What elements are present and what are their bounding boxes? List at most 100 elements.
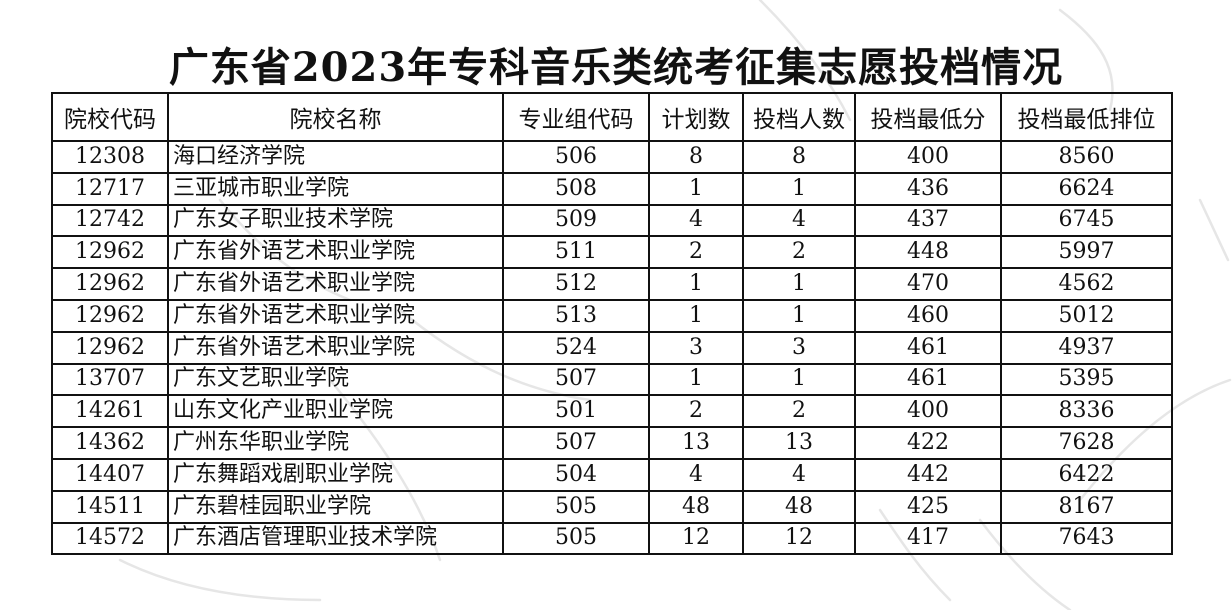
school-name: 三亚城市职业学院 <box>167 171 504 206</box>
col-header-admitted-count: 投档人数 <box>742 92 856 142</box>
col-header-school-code: 院校代码 <box>51 92 169 142</box>
min-rank: 6624 <box>1000 171 1173 206</box>
admitted-count: 2 <box>742 235 856 270</box>
admitted-count: 12 <box>742 521 856 556</box>
min-score: 425 <box>854 489 1002 524</box>
admitted-count: 4 <box>742 203 856 238</box>
min-score: 470 <box>854 267 1002 301</box>
plan-count: 4 <box>648 203 744 238</box>
school-name: 广东省外语艺术职业学院 <box>167 235 504 270</box>
school-code: 14362 <box>51 426 169 460</box>
school-name: 广东碧桂园职业学院 <box>167 489 504 524</box>
plan-count: 2 <box>648 235 744 270</box>
plan-count: 12 <box>648 521 744 556</box>
table-row: 12308 海口经济学院 506 8 8 400 8560 <box>51 140 1173 174</box>
min-rank: 8336 <box>1000 394 1173 429</box>
group-code: 507 <box>502 362 650 397</box>
group-code: 506 <box>502 140 650 174</box>
min-score: 400 <box>854 394 1002 429</box>
admitted-count: 8 <box>742 140 856 174</box>
admitted-count: 2 <box>742 394 856 429</box>
min-rank: 7628 <box>1000 426 1173 460</box>
school-code: 12962 <box>51 267 169 301</box>
school-code: 12962 <box>51 235 169 270</box>
plan-count: 1 <box>648 267 744 301</box>
min-rank: 5997 <box>1000 235 1173 270</box>
table-row: 12962 广东省外语艺术职业学院 513 1 1 460 5012 <box>51 298 1173 333</box>
plan-count: 13 <box>648 426 744 460</box>
page-title: 广东省2023年专科音乐类统考征集志愿投档情况 <box>168 44 1064 91</box>
admission-table: 院校代码 院校名称 专业组代码 计划数 投档人数 投档最低分 投档最低排位 12… <box>51 92 1173 556</box>
school-code: 13707 <box>51 362 169 397</box>
col-header-group-code: 专业组代码 <box>502 92 650 142</box>
col-header-school-name: 院校名称 <box>167 92 504 142</box>
table-row: 12962 广东省外语艺术职业学院 511 2 2 448 5997 <box>51 235 1173 270</box>
group-code: 511 <box>502 235 650 270</box>
school-name: 广东酒店管理职业技术学院 <box>167 521 504 556</box>
school-name: 广州东华职业学院 <box>167 426 504 460</box>
plan-count: 1 <box>648 362 744 397</box>
min-rank: 8167 <box>1000 489 1173 524</box>
school-name: 广东女子职业技术学院 <box>167 203 504 238</box>
min-score: 461 <box>854 330 1002 365</box>
table-row: 14407 广东舞蹈戏剧职业学院 504 4 4 442 6422 <box>51 457 1173 492</box>
header-row: 院校代码 院校名称 专业组代码 计划数 投档人数 投档最低分 投档最低排位 <box>51 92 1173 142</box>
admitted-count: 1 <box>742 298 856 333</box>
min-score: 400 <box>854 140 1002 174</box>
min-rank: 8560 <box>1000 140 1173 174</box>
min-rank: 4937 <box>1000 330 1173 365</box>
school-code: 12962 <box>51 298 169 333</box>
group-code: 512 <box>502 267 650 301</box>
col-header-plan-count: 计划数 <box>648 92 744 142</box>
school-code: 14261 <box>51 394 169 429</box>
admitted-count: 3 <box>742 330 856 365</box>
group-code: 513 <box>502 298 650 333</box>
min-rank: 6422 <box>1000 457 1173 492</box>
col-header-min-rank: 投档最低排位 <box>1000 92 1173 142</box>
group-code: 524 <box>502 330 650 365</box>
table-row: 14362 广州东华职业学院 507 13 13 422 7628 <box>51 426 1173 460</box>
group-code: 508 <box>502 171 650 206</box>
min-rank: 4562 <box>1000 267 1173 301</box>
school-name: 广东文艺职业学院 <box>167 362 504 397</box>
plan-count: 1 <box>648 298 744 333</box>
school-name: 广东舞蹈戏剧职业学院 <box>167 457 504 492</box>
school-name: 广东省外语艺术职业学院 <box>167 267 504 301</box>
table-row: 14572 广东酒店管理职业技术学院 505 12 12 417 7643 <box>51 521 1173 556</box>
table-row: 14511 广东碧桂园职业学院 505 48 48 425 8167 <box>51 489 1173 524</box>
school-code: 12742 <box>51 203 169 238</box>
school-name: 广东省外语艺术职业学院 <box>167 330 504 365</box>
min-score: 460 <box>854 298 1002 333</box>
plan-count: 1 <box>648 171 744 206</box>
table-row: 12962 广东省外语艺术职业学院 524 3 3 461 4937 <box>51 330 1173 365</box>
school-code: 12717 <box>51 171 169 206</box>
plan-count: 2 <box>648 394 744 429</box>
school-name: 海口经济学院 <box>167 140 504 174</box>
school-code: 12308 <box>51 140 169 174</box>
col-header-min-score: 投档最低分 <box>854 92 1002 142</box>
admitted-count: 13 <box>742 426 856 460</box>
group-code: 505 <box>502 489 650 524</box>
admitted-count: 1 <box>742 362 856 397</box>
school-name: 广东省外语艺术职业学院 <box>167 298 504 333</box>
school-code: 14572 <box>51 521 169 556</box>
group-code: 501 <box>502 394 650 429</box>
admitted-count: 1 <box>742 171 856 206</box>
school-code: 14511 <box>51 489 169 524</box>
min-rank: 5012 <box>1000 298 1173 333</box>
group-code: 507 <box>502 426 650 460</box>
school-code: 12962 <box>51 330 169 365</box>
min-score: 422 <box>854 426 1002 460</box>
plan-count: 8 <box>648 140 744 174</box>
admitted-count: 48 <box>742 489 856 524</box>
min-score: 436 <box>854 171 1002 206</box>
min-score: 437 <box>854 203 1002 238</box>
min-score: 442 <box>854 457 1002 492</box>
admitted-count: 1 <box>742 267 856 301</box>
table-row: 12717 三亚城市职业学院 508 1 1 436 6624 <box>51 171 1173 206</box>
table-row: 12742 广东女子职业技术学院 509 4 4 437 6745 <box>51 203 1173 238</box>
table-row: 14261 山东文化产业职业学院 501 2 2 400 8336 <box>51 394 1173 429</box>
school-code: 14407 <box>51 457 169 492</box>
plan-count: 48 <box>648 489 744 524</box>
min-rank: 7643 <box>1000 521 1173 556</box>
